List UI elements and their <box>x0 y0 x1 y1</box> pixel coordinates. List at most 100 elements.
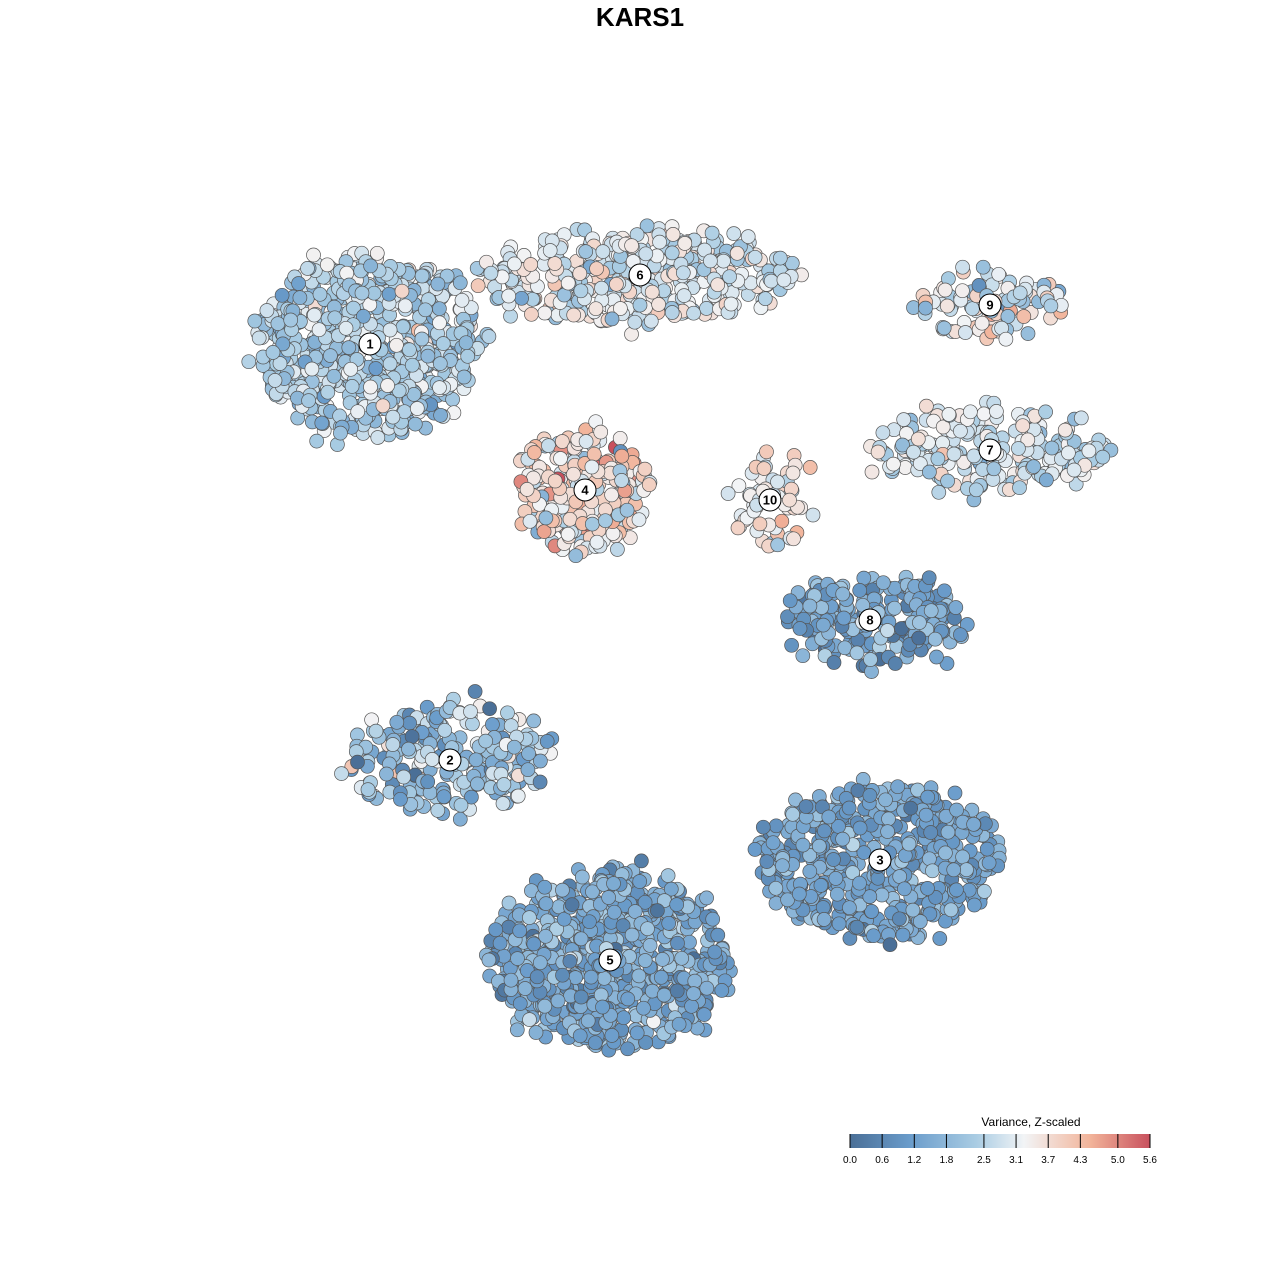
data-point <box>456 369 472 385</box>
data-point <box>1095 449 1111 465</box>
data-point <box>601 890 616 905</box>
data-point <box>573 283 589 299</box>
data-point <box>946 862 962 878</box>
data-point <box>720 486 736 501</box>
data-point <box>510 951 525 966</box>
data-point <box>637 461 653 477</box>
data-point <box>998 331 1014 347</box>
data-point <box>953 423 968 439</box>
data-point <box>507 256 522 272</box>
data-point <box>596 970 612 986</box>
data-point <box>878 792 893 808</box>
data-point <box>730 520 746 536</box>
data-point <box>653 969 669 985</box>
data-point <box>785 465 801 481</box>
data-point <box>631 968 647 984</box>
data-point <box>989 404 1004 419</box>
data-point <box>589 534 605 550</box>
data-point <box>432 356 448 371</box>
data-point <box>707 944 723 960</box>
data-point <box>460 348 476 364</box>
data-point <box>300 261 315 276</box>
legend-tick-label: 5.0 <box>1111 1155 1125 1166</box>
data-point <box>562 953 578 969</box>
data-point <box>937 583 952 599</box>
data-point <box>949 802 964 818</box>
data-point <box>241 354 257 370</box>
cluster-label-text: 2 <box>446 753 453 768</box>
data-point <box>674 950 690 966</box>
data-point <box>379 766 394 782</box>
data-point <box>583 969 599 985</box>
data-point <box>1043 298 1059 314</box>
data-point <box>949 882 964 898</box>
data-point <box>1061 445 1076 461</box>
data-point <box>334 766 349 781</box>
data-point <box>420 774 436 790</box>
data-point <box>747 842 763 857</box>
data-point <box>943 902 959 918</box>
cluster-label-7: 7 <box>978 438 1002 462</box>
data-point <box>864 464 880 480</box>
data-point <box>675 265 691 281</box>
data-point <box>815 617 831 633</box>
data-point <box>468 752 484 768</box>
data-point <box>323 348 338 363</box>
data-point <box>911 630 927 646</box>
data-point <box>920 789 936 805</box>
data-point <box>953 627 968 643</box>
data-point <box>841 800 857 816</box>
data-point <box>686 986 701 1001</box>
data-point <box>595 244 611 259</box>
data-point <box>747 249 763 265</box>
cluster-label-text: 10 <box>763 493 777 508</box>
data-point <box>414 331 430 347</box>
cluster-label-5: 5 <box>598 948 622 972</box>
data-point <box>433 407 448 423</box>
data-point <box>523 257 539 272</box>
data-point <box>481 952 497 968</box>
cluster-label-text: 8 <box>866 613 873 628</box>
data-point <box>402 342 417 358</box>
data-point <box>756 461 772 476</box>
data-point <box>931 484 947 500</box>
data-point <box>686 305 701 321</box>
data-point <box>704 225 720 241</box>
data-point <box>669 983 685 999</box>
data-point <box>955 849 970 865</box>
data-point <box>910 431 926 447</box>
data-point <box>350 404 366 420</box>
data-point <box>631 512 647 528</box>
data-point <box>937 282 953 298</box>
data-point <box>275 336 291 352</box>
data-point <box>1073 410 1089 426</box>
data-point <box>912 615 927 630</box>
data-point <box>341 340 357 355</box>
data-point <box>265 345 281 360</box>
cluster-label-text: 7 <box>986 443 993 458</box>
data-point <box>594 280 609 296</box>
data-point <box>526 713 542 729</box>
data-point <box>578 434 594 449</box>
data-point <box>687 973 703 989</box>
data-point <box>782 593 798 609</box>
data-point <box>784 637 799 653</box>
data-point <box>632 874 648 889</box>
data-point <box>522 1012 537 1027</box>
data-point <box>385 409 401 425</box>
data-point <box>835 586 851 602</box>
data-point <box>454 292 470 308</box>
data-point <box>966 897 982 913</box>
data-point <box>560 275 576 291</box>
data-point <box>304 361 320 377</box>
data-point <box>627 314 643 330</box>
data-point <box>610 542 625 557</box>
data-point <box>344 379 360 394</box>
data-point <box>435 336 451 351</box>
data-point <box>892 869 908 884</box>
data-point <box>598 513 613 529</box>
data-point <box>538 510 554 526</box>
data-point <box>274 287 290 303</box>
data-point <box>363 379 378 395</box>
